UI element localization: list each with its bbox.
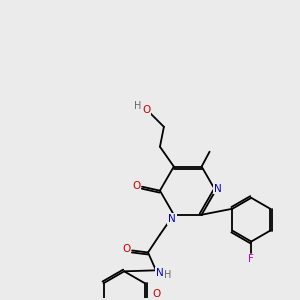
Text: N: N xyxy=(214,184,221,194)
Text: O: O xyxy=(122,244,130,254)
Text: O: O xyxy=(142,105,150,115)
Text: H: H xyxy=(134,101,142,111)
Text: O: O xyxy=(153,289,161,299)
Text: F: F xyxy=(248,254,254,264)
Text: N: N xyxy=(168,214,176,224)
Text: O: O xyxy=(132,181,140,191)
Text: H: H xyxy=(164,270,172,280)
Text: N: N xyxy=(156,268,164,278)
